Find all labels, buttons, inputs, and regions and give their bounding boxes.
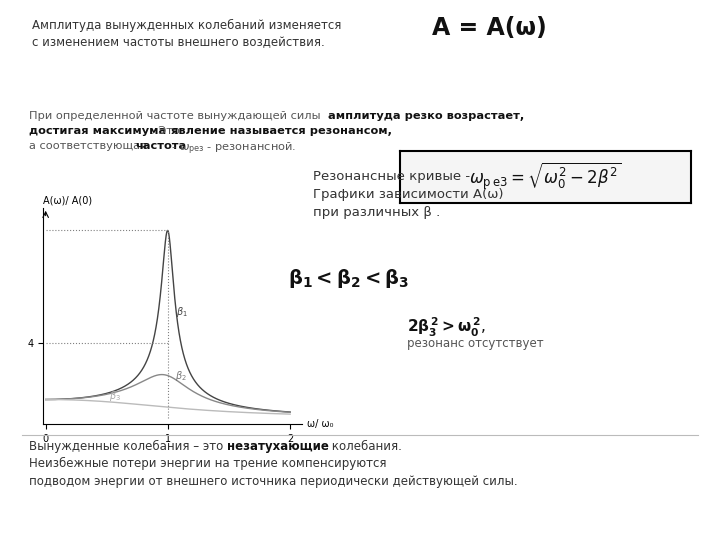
Text: Вынужденные колебания – это: Вынужденные колебания – это [29,440,227,453]
Text: A(ω)/ A(0): A(ω)/ A(0) [43,196,92,206]
Text: $\beta_2$: $\beta_2$ [175,369,187,383]
Text: незатухающие: незатухающие [227,440,328,453]
Text: колебания.: колебания. [328,440,402,453]
Text: A = A(ω): A = A(ω) [432,16,546,40]
Text: Неизбежные потери энергии на трение компенсируются: Неизбежные потери энергии на трение комп… [29,457,387,470]
Text: $\beta_1$: $\beta_1$ [176,305,189,319]
Text: амплитуда резко возрастает,: амплитуда резко возрастает, [328,111,524,121]
Text: $\omega_{\mathrm{p\,e3}} = \sqrt{\omega_0^2 - 2\beta^2}$: $\omega_{\mathrm{p\,e3}} = \sqrt{\omega_… [469,161,621,192]
Text: явление называется резонансом,: явление называется резонансом, [171,126,392,136]
Text: При определенной частоте вынуждающей силы: При определенной частоте вынуждающей сил… [29,111,324,121]
Text: $\mathbf{2\beta_3^{\,2} > \omega_0^{\,2}}$,: $\mathbf{2\beta_3^{\,2} > \omega_0^{\,2}… [407,316,485,339]
Text: а соответствующая: а соответствующая [29,141,150,151]
Text: Амплитуда вынужденных колебаний изменяется
с изменением частоты внешнего воздейс: Амплитуда вынужденных колебаний изменяет… [32,19,342,49]
Text: ω/ ω₀: ω/ ω₀ [307,419,334,429]
Text: $\bf{\beta_1 < \beta_2 < \beta_3}$: $\bf{\beta_1 < \beta_2 < \beta_3}$ [288,267,409,291]
Text: . Это: . Это [151,126,184,136]
Text: достигая максимума: достигая максимума [29,126,166,136]
Text: частота: частота [135,141,186,151]
Text: резонанс отсутствует: резонанс отсутствует [407,338,544,350]
Text: $\beta_3$: $\beta_3$ [109,389,121,403]
Text: - $\omega_{\mathrm{рез}}$ - резонансной.: - $\omega_{\mathrm{рез}}$ - резонансной. [168,141,296,157]
Text: подводом энергии от внешнего источника периодически действующей силы.: подводом энергии от внешнего источника п… [29,475,518,488]
Text: Резонансные кривые -
Графики зависимости A(ω)
при различных β .: Резонансные кривые - Графики зависимости… [313,170,504,219]
